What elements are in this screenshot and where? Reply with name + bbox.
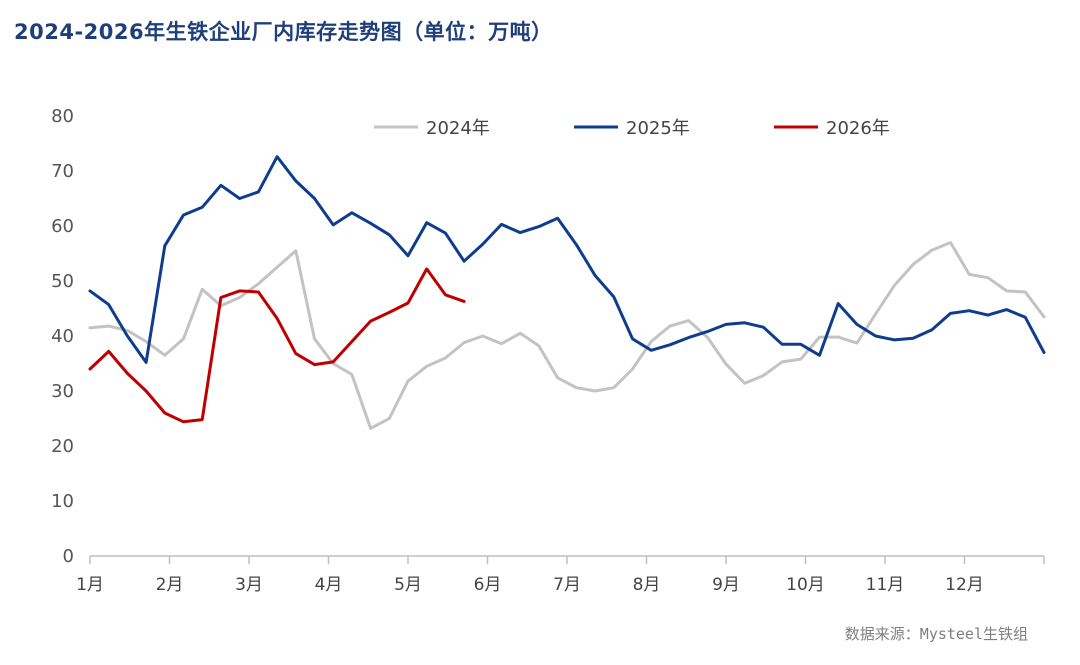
x-tick-label: 12月 bbox=[945, 575, 984, 595]
x-tick-label: 9月 bbox=[712, 575, 740, 595]
legend-label: 2024年 bbox=[426, 118, 490, 139]
legend-label: 2025年 bbox=[626, 118, 690, 139]
series-line-3 bbox=[88, 267, 466, 424]
legend: 2024年 2025年 2026年 bbox=[374, 118, 890, 139]
x-tick-label: 4月 bbox=[315, 575, 343, 595]
x-tick-label: 5月 bbox=[394, 575, 422, 595]
x-tick-label: 10月 bbox=[786, 575, 825, 595]
y-tick-label: 70 bbox=[51, 161, 74, 182]
source-note: 数据来源：Mysteel生铁组 bbox=[844, 625, 1028, 643]
series-line-2 bbox=[88, 155, 1046, 364]
x-axis: 1月 2月 3月 4月 5月 6月 7月 8月 9月 10月 11月 12月 bbox=[76, 555, 1045, 595]
y-tick-label: 40 bbox=[51, 326, 74, 347]
x-tick-label: 1月 bbox=[76, 575, 104, 595]
y-tick-label: 0 bbox=[63, 546, 74, 567]
y-tick-label: 10 bbox=[51, 491, 74, 512]
x-tick-label: 11月 bbox=[866, 575, 905, 595]
y-tick-label: 30 bbox=[51, 381, 74, 402]
y-axis: 0 10 20 30 40 50 60 70 80 bbox=[51, 106, 74, 567]
x-tick-label: 2月 bbox=[156, 575, 184, 595]
x-tick-label: 6月 bbox=[474, 575, 502, 595]
chart-title: 2024-2026年生铁企业厂内库存走势图（单位：万吨） bbox=[14, 20, 553, 44]
y-tick-label: 50 bbox=[51, 271, 74, 292]
x-tick-label: 3月 bbox=[235, 575, 263, 595]
y-tick-label: 60 bbox=[51, 216, 74, 237]
x-tick-label: 7月 bbox=[553, 575, 581, 595]
series-line-1 bbox=[88, 241, 1046, 430]
x-tick-label: 8月 bbox=[633, 575, 661, 595]
legend-label: 2026年 bbox=[826, 118, 890, 139]
series-group bbox=[88, 155, 1046, 430]
y-tick-label: 20 bbox=[51, 436, 74, 457]
y-tick-label: 80 bbox=[51, 106, 74, 127]
